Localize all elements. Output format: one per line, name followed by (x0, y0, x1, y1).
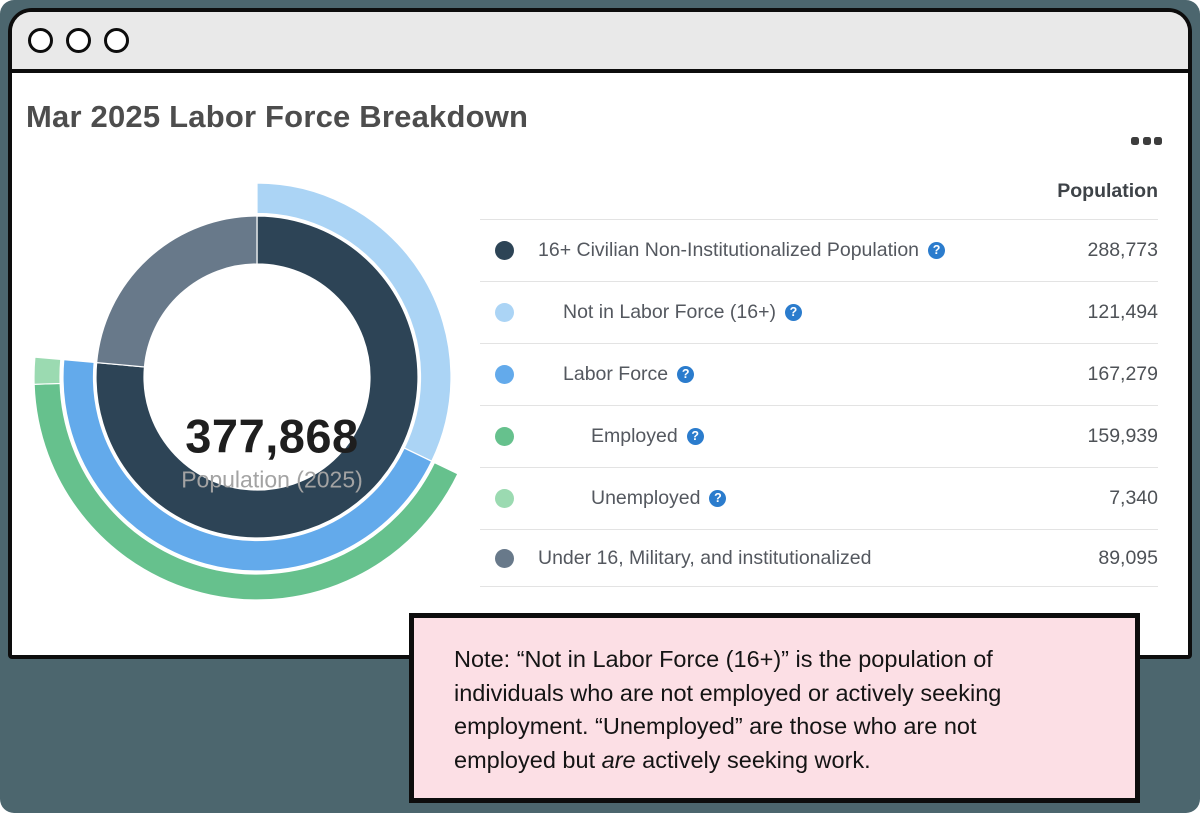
note-box: Note: “Not in Labor Force (16+)” is the … (409, 613, 1140, 803)
legend-color-dot (495, 241, 514, 260)
donut-chart: 377,868 Population (2025) (27, 147, 487, 607)
table-row: Not in Labor Force (16+) ? 121,494 (480, 282, 1158, 344)
donut-segment-under-16-military-and-institutionalized[interactable] (95, 215, 258, 368)
row-label: Not in Labor Force (16+) (563, 301, 776, 323)
population-table-body: 16+ Civilian Non-Institutionalized Popul… (480, 220, 1158, 587)
table-row: 16+ Civilian Non-Institutionalized Popul… (480, 220, 1158, 282)
window-control-circle-2[interactable] (66, 28, 91, 53)
donut-segment-labor-force[interactable] (62, 359, 433, 572)
page-title: Mar 2025 Labor Force Breakdown (26, 99, 529, 134)
legend-color-dot (495, 427, 514, 446)
table-row: Under 16, Military, and institutionalize… (480, 530, 1158, 587)
browser-window: Mar 2025 Labor Force Breakdown 377,868 P… (8, 8, 1192, 659)
legend-color-dot (495, 365, 514, 384)
row-label: Employed (591, 425, 678, 447)
help-icon[interactable]: ? (928, 242, 946, 259)
row-label: Labor Force (563, 363, 669, 385)
donut-segment-16-civilian-non-institutionalized-population[interactable] (95, 215, 419, 539)
note-line-1: Note: “Not in Labor Force (16+)” is the … (454, 646, 993, 672)
row-value: 159,939 (1087, 425, 1159, 447)
legend-color-dot (495, 548, 514, 568)
note-line-4a: employed but (454, 746, 602, 773)
row-value: 89,095 (1098, 546, 1158, 569)
window-control-circle-3[interactable] (104, 28, 129, 53)
legend-color-dot (495, 303, 514, 322)
note-line-4-italic: are (601, 746, 636, 773)
table-row: Unemployed ? 7,340 (480, 468, 1158, 530)
help-icon[interactable]: ? (784, 304, 802, 321)
card-body: Mar 2025 Labor Force Breakdown 377,868 P… (12, 73, 1188, 655)
window-titlebar (12, 12, 1188, 73)
ellipsis-menu-icon[interactable] (1131, 137, 1162, 145)
donut-chart-svg (33, 182, 459, 601)
row-label: Unemployed (591, 487, 701, 509)
row-value: 167,279 (1087, 363, 1159, 385)
help-icon[interactable]: ? (677, 366, 695, 383)
help-icon[interactable]: ? (686, 428, 704, 445)
row-value: 121,494 (1087, 301, 1159, 323)
row-label: 16+ Civilian Non-Institutionalized Popul… (538, 239, 920, 261)
window-control-circle-1[interactable] (28, 28, 53, 53)
donut-segment-unemployed[interactable] (33, 356, 62, 385)
row-label: Under 16, Military, and institutionalize… (538, 546, 872, 569)
population-column-header: Population (480, 163, 1158, 220)
table-row: Labor Force ? 167,279 (480, 344, 1158, 406)
help-icon[interactable]: ? (709, 490, 727, 507)
legend-color-dot (495, 489, 514, 508)
table-row: Employed ? 159,939 (480, 406, 1158, 468)
note-line-3: employment. “Unemployed” are those who a… (454, 713, 977, 739)
row-value: 288,773 (1087, 239, 1159, 261)
row-value: 7,340 (1109, 487, 1158, 509)
note-line-2: individuals who are not employed or acti… (454, 679, 1002, 706)
population-table: Population 16+ Civilian Non-Institutiona… (480, 163, 1158, 587)
note-line-4c: actively seeking work. (635, 746, 871, 773)
